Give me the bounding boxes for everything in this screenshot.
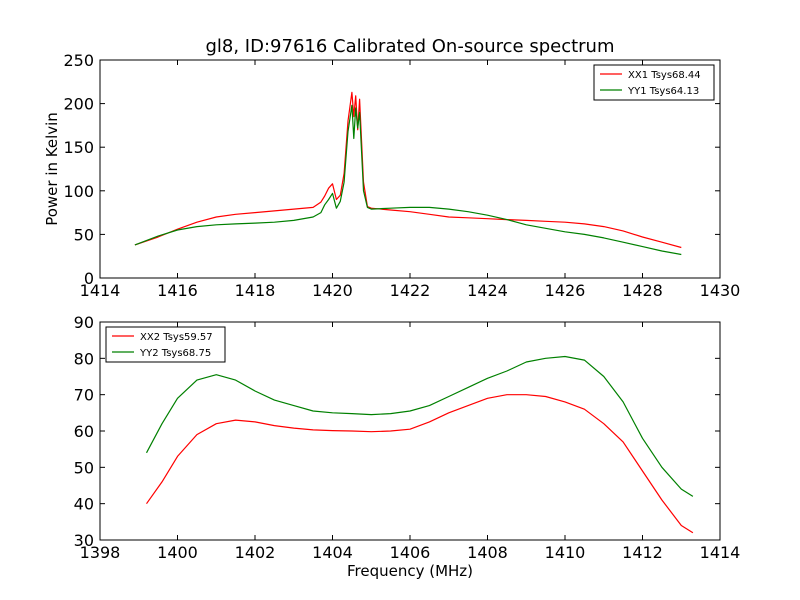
x-tick-label: 1402 <box>235 543 276 562</box>
y-tick-label: 50 <box>74 225 94 244</box>
y-tick-label: 90 <box>74 313 94 332</box>
x-tick-label: 1426 <box>545 281 586 300</box>
y-tick-label: 100 <box>63 182 94 201</box>
x-tick-label: 1410 <box>545 543 586 562</box>
x-tick-label: 1424 <box>467 281 508 300</box>
x-tick-label: 1406 <box>390 543 431 562</box>
y-tick-label: 80 <box>74 349 94 368</box>
top-legend: XX1 Tsys68.44 YY1 Tsys64.13 <box>593 64 715 101</box>
x-tick-label: 1428 <box>622 281 663 300</box>
legend-label-yy1: YY1 Tsys64.13 <box>627 86 699 97</box>
y-axis-label: Power in Kelvin <box>43 112 61 226</box>
x-tick-label: 1422 <box>390 281 431 300</box>
x-axis-label: Frequency (MHz) <box>347 562 473 580</box>
x-tick-label: 1418 <box>235 281 276 300</box>
legend-label-xx1: XX1 Tsys68.44 <box>628 70 701 81</box>
y-tick-label: 30 <box>74 531 94 550</box>
bottom-legend: XX2 Tsys59.57 YY2 Tsys68.75 <box>105 326 226 363</box>
y-tick-label: 50 <box>74 458 94 477</box>
series-line-yy1 <box>134 104 682 256</box>
x-tick-label: 1400 <box>157 543 198 562</box>
x-tick-label: 1416 <box>157 281 198 300</box>
series-line-yy2 <box>145 355 694 497</box>
x-tick-label: 1414 <box>700 543 741 562</box>
y-tick-label: 200 <box>63 95 94 114</box>
y-tick-label: 150 <box>63 138 94 157</box>
legend-label-yy2: YY2 Tsys68.75 <box>139 348 211 359</box>
x-tick-label: 1412 <box>622 543 663 562</box>
x-tick-label: 1430 <box>700 281 741 300</box>
top-spectrum-panel: gl8, ID:97616 Calibrated On-source spect… <box>43 36 740 300</box>
y-tick-label: 250 <box>63 51 94 70</box>
x-tick-label: 1420 <box>312 281 353 300</box>
y-tick-label: 60 <box>74 422 94 441</box>
x-tick-label: 1398 <box>80 543 121 562</box>
bottom-spectrum-panel: 1398 1400 1402 1404 1406 1408 1410 1412 1414 30 40… <box>74 313 741 580</box>
chart-title: gl8, ID:97616 Calibrated On-source spect… <box>205 36 614 57</box>
series-line-xx2 <box>146 394 694 534</box>
y-tick-label: 70 <box>74 386 94 405</box>
x-tick-label: 1414 <box>80 281 121 300</box>
legend-label-xx2: XX2 Tsys59.57 <box>140 332 213 343</box>
y-tick-label: 0 <box>84 269 94 288</box>
y-tick-label: 40 <box>74 495 94 514</box>
x-tick-label: 1404 <box>312 543 353 562</box>
x-tick-label: 1408 <box>467 543 508 562</box>
